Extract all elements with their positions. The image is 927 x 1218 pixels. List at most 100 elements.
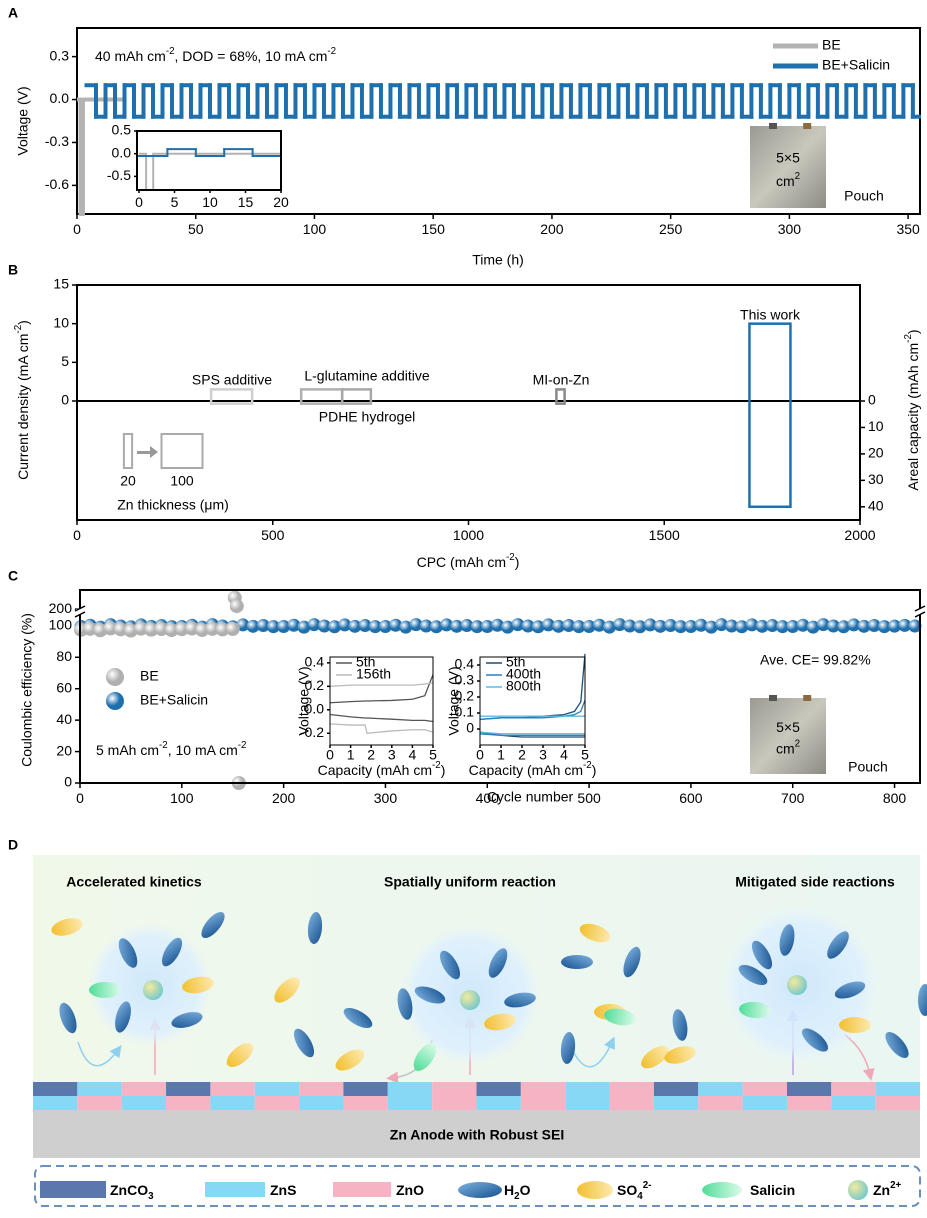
plot-frame (136, 130, 282, 191)
inset-x-label: Capacity (mAh cm-2) (469, 760, 597, 778)
data-point (755, 619, 769, 633)
data-point (450, 619, 464, 633)
data-point (704, 620, 718, 634)
water-molecule (885, 1031, 909, 1059)
sei-tile (476, 1096, 521, 1110)
work-box (748, 322, 792, 509)
legend-icon (458, 1182, 502, 1198)
pouch-photo (750, 698, 826, 774)
sei-tile (210, 1082, 255, 1096)
inset-legend-label: 400th (506, 666, 541, 682)
annotation-part: 5 mAh cm (96, 742, 159, 758)
y-tick-label: 0.2 (455, 688, 475, 704)
x-tick-label: 2 (367, 747, 375, 763)
x-tick-label: 4 (560, 747, 568, 763)
x-tick-label: 1000 (453, 527, 484, 543)
y-tick-label: 80 (56, 648, 72, 664)
water-molecule (827, 931, 849, 959)
x-tick-label: 0 (73, 221, 81, 237)
data-point (174, 622, 189, 637)
data-point (470, 620, 484, 634)
legend-label-part: H (504, 1182, 514, 1198)
data-point (898, 618, 912, 632)
inset-background (137, 131, 281, 190)
data-point (674, 620, 688, 634)
legend-label-part: Salicin (750, 1182, 795, 1198)
sei-tile (875, 1096, 920, 1110)
inset-curve (329, 682, 434, 687)
x-tick-label: 700 (781, 790, 805, 806)
data-point (490, 618, 504, 632)
pouch-unit: cm2 (776, 171, 800, 189)
data-point (776, 620, 790, 634)
annotation-part: -2 (166, 46, 175, 57)
data-point (684, 619, 698, 633)
x-tick-label: 3 (388, 747, 396, 763)
sei-tile (254, 1096, 300, 1110)
water-molecule (115, 1001, 131, 1033)
sei-tile (121, 1082, 167, 1096)
sei-tile (33, 1082, 78, 1096)
x-tick-label: 5 (581, 747, 589, 763)
panel-letter: A (8, 5, 18, 21)
inset-background (480, 657, 585, 745)
annotation-part: -2 (238, 740, 247, 751)
y-tick-label: 0.2 (305, 677, 325, 693)
water-molecule (307, 912, 323, 944)
legend-label-part: 2 (514, 1191, 520, 1202)
data-point (154, 622, 169, 636)
data-point (317, 619, 331, 633)
y-tick-label: 0.3 (455, 672, 475, 688)
y-tick-label: 0.0 (112, 144, 132, 160)
data-point (877, 620, 891, 634)
sei-tile (33, 1096, 78, 1110)
x-tick-label: 0 (476, 747, 484, 763)
data-point (531, 620, 545, 634)
water-molecule (397, 988, 413, 1020)
salicin-molecule (89, 982, 121, 998)
inset-curve (329, 674, 434, 704)
data-point (389, 618, 403, 632)
data-point (511, 618, 525, 632)
sei-tile (166, 1096, 211, 1110)
annotation-part: , 10 mA cm (168, 742, 238, 758)
legend-icon (333, 1182, 391, 1197)
salicin-molecule (604, 1008, 636, 1026)
data-point (277, 619, 291, 633)
sei-tile (786, 1096, 832, 1110)
sei-tile (299, 1096, 344, 1110)
scene-label: Spatially uniform reaction (384, 874, 556, 890)
data-point (643, 618, 657, 632)
sei-tile (609, 1096, 654, 1110)
work-label: PDHE hydrogel (319, 409, 416, 425)
legend-label: ZnO (396, 1182, 424, 1198)
x-tick-label: 0 (73, 527, 81, 543)
data-point (338, 618, 352, 632)
water-molecule (751, 940, 773, 970)
data-point (837, 620, 851, 634)
sulfate-molecule (226, 1043, 254, 1067)
data-point (419, 619, 433, 633)
y-tick-label: 0.0 (50, 90, 70, 106)
sei-tile (653, 1096, 699, 1110)
sei-tile (121, 1096, 167, 1110)
pouch-label: Pouch (848, 759, 888, 775)
sei-tile (786, 1082, 832, 1096)
water-molecule (118, 938, 138, 968)
x-tick-label: 2000 (844, 527, 875, 543)
data-point (633, 620, 647, 634)
data-point (501, 620, 515, 634)
water-molecule (623, 946, 641, 978)
x-axis-label: Time (h) (472, 252, 524, 268)
data-point (765, 619, 779, 633)
data-point (113, 622, 128, 637)
sei-tile (831, 1096, 876, 1110)
y2-axis-label-part: -2 (903, 334, 914, 343)
inset-x-label-part: ) (441, 762, 446, 778)
y-tick-label: 0.1 (455, 704, 475, 720)
y-tick-label: 20 (868, 445, 884, 461)
y-tick-label: 0.3 (50, 47, 70, 63)
y2-axis-label-part: ) (905, 329, 921, 334)
data-point (246, 619, 260, 633)
inset-x-label: Capacity (mAh cm-2) (318, 760, 446, 778)
